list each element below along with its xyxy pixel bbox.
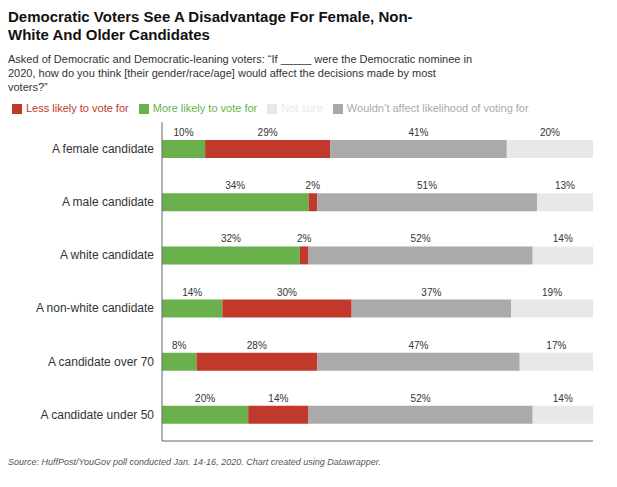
svg-text:47%: 47% <box>408 340 428 351</box>
svg-text:51%: 51% <box>417 180 437 191</box>
svg-text:14%: 14% <box>553 393 573 404</box>
svg-text:10%: 10% <box>174 127 194 138</box>
svg-text:A female candidate: A female candidate <box>52 142 154 156</box>
html-text:Asked of Democratic and Democr: Asked of Democratic and Democratic-leani… <box>8 53 472 65</box>
svg-text:32%: 32% <box>221 233 241 244</box>
svg-text:52%: 52% <box>411 393 431 404</box>
html-text:2020, how do you think [their: 2020, how do you think [their gender/rac… <box>8 67 436 79</box>
svg-text:17%: 17% <box>546 340 566 351</box>
html-text:Wouldn’t affect likelihood of: Wouldn’t affect likelihood of voting for <box>346 102 529 114</box>
svg-text:A candidate over 70: A candidate over 70 <box>48 355 154 369</box>
svg-text:34%: 34% <box>225 180 245 191</box>
svg-text:20%: 20% <box>540 127 560 138</box>
html-text:Democratic Voters See A Disadv: Democratic Voters See A Disadvantage For… <box>8 8 413 25</box>
svg-text:A white candidate: A white candidate <box>60 248 154 262</box>
svg-text:14%: 14% <box>268 393 288 404</box>
html-text:voters?”: voters?” <box>8 81 48 93</box>
svg-text:29%: 29% <box>258 127 278 138</box>
svg-text:41%: 41% <box>408 127 428 138</box>
svg-text:52%: 52% <box>411 233 431 244</box>
html-text:Source: HuffPost/YouGov poll c: Source: HuffPost/YouGov poll conducted J… <box>8 457 381 467</box>
svg-text:14%: 14% <box>182 287 202 298</box>
svg-text:30%: 30% <box>277 287 297 298</box>
svg-text:A male candidate: A male candidate <box>62 195 154 209</box>
html-text:More likely to vote for: More likely to vote for <box>152 102 258 114</box>
svg-text:A non-white candidate: A non-white candidate <box>36 301 154 315</box>
svg-text:2%: 2% <box>297 233 312 244</box>
html-text:Less likely to vote for: Less likely to vote for <box>26 102 129 114</box>
html-text:White And Older Candidates: White And Older Candidates <box>8 26 210 43</box>
svg-text:20%: 20% <box>195 393 215 404</box>
svg-text:28%: 28% <box>247 340 267 351</box>
svg-text:2%: 2% <box>306 180 321 191</box>
html-text:Not sure: Not sure <box>281 102 323 114</box>
svg-text:A candidate under 50: A candidate under 50 <box>41 408 155 422</box>
svg-text:8%: 8% <box>172 340 187 351</box>
svg-text:13%: 13% <box>555 180 575 191</box>
svg-text:19%: 19% <box>542 287 562 298</box>
svg-text:14%: 14% <box>553 233 573 244</box>
svg-text:37%: 37% <box>421 287 441 298</box>
